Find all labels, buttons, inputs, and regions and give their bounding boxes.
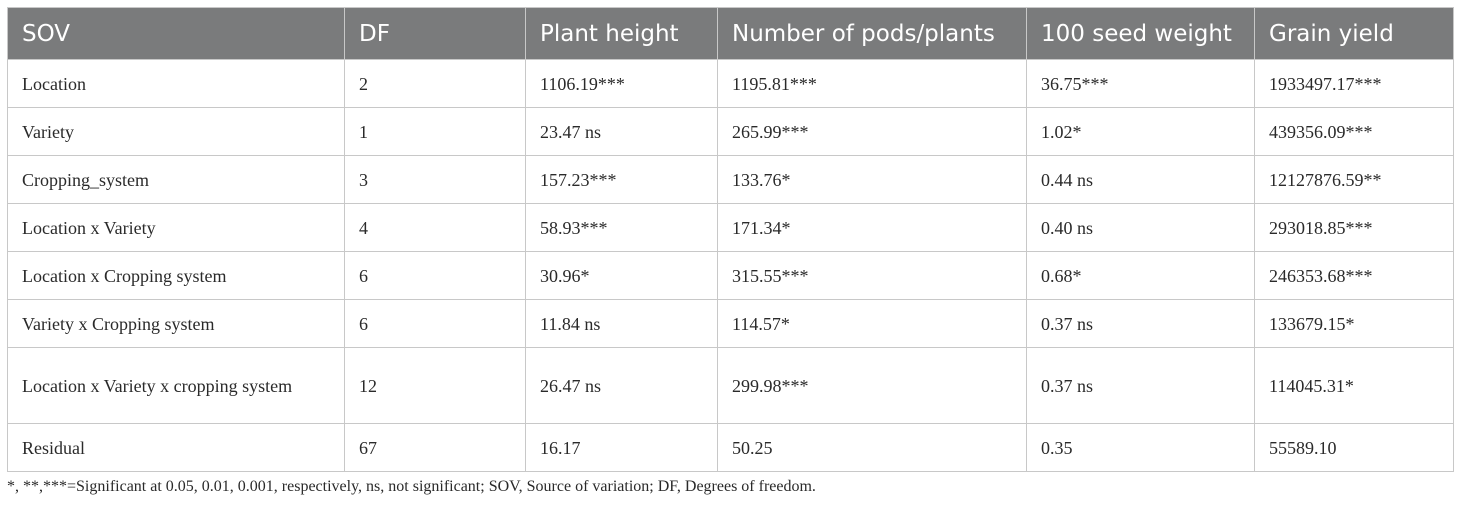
cell-grain-yield: 12127876.59** [1254,155,1454,204]
table-row: Residual 67 16.17 50.25 0.35 55589.10 [7,423,1454,472]
cell-number-of-pods: 50.25 [717,423,1027,472]
cell-number-of-pods: 315.55*** [717,251,1027,300]
cell-df: 6 [344,299,526,348]
cell-plant-height: 11.84 ns [525,299,718,348]
cell-plant-height: 16.17 [525,423,718,472]
cell-df: 3 [344,155,526,204]
header-100-seed-weight: 100 seed weight [1026,7,1255,60]
cell-100-seed-weight: 0.35 [1026,423,1255,472]
cell-100-seed-weight: 1.02* [1026,107,1255,156]
cell-df: 6 [344,251,526,300]
cell-number-of-pods: 171.34* [717,203,1027,252]
cell-plant-height: 23.47 ns [525,107,718,156]
table-row: Location x Variety x cropping system 12 … [7,347,1454,424]
cell-sov: Location x Variety [7,203,345,252]
cell-grain-yield: 439356.09*** [1254,107,1454,156]
header-number-of-pods: Number of pods/plants [717,7,1027,60]
anova-table: SOV DF Plant height Number of pods/plant… [7,7,1454,472]
cell-grain-yield: 1933497.17*** [1254,59,1454,108]
header-row: SOV DF Plant height Number of pods/plant… [7,7,1454,60]
table-row: Location 2 1106.19*** 1195.81*** 36.75**… [7,59,1454,108]
cell-plant-height: 30.96* [525,251,718,300]
cell-df: 4 [344,203,526,252]
table-row: Location x Cropping system 6 30.96* 315.… [7,251,1454,300]
table-footnote: *, **,***=Significant at 0.05, 0.01, 0.0… [7,478,816,495]
cell-100-seed-weight: 0.40 ns [1026,203,1255,252]
cell-number-of-pods: 299.98*** [717,347,1027,424]
cell-number-of-pods: 133.76* [717,155,1027,204]
header-sov: SOV [7,7,345,60]
table-row: Variety x Cropping system 6 11.84 ns 114… [7,299,1454,348]
cell-grain-yield: 133679.15* [1254,299,1454,348]
cell-sov: Location x Variety x cropping system [7,347,345,424]
cell-df: 2 [344,59,526,108]
cell-sov: Location [7,59,345,108]
cell-sov: Variety [7,107,345,156]
cell-df: 67 [344,423,526,472]
cell-number-of-pods: 265.99*** [717,107,1027,156]
anova-table-container: SOV DF Plant height Number of pods/plant… [7,7,1454,472]
cell-sov: Residual [7,423,345,472]
cell-sov: Cropping_system [7,155,345,204]
cell-plant-height: 1106.19*** [525,59,718,108]
cell-plant-height: 157.23*** [525,155,718,204]
table-row: Cropping_system 3 157.23*** 133.76* 0.44… [7,155,1454,204]
header-grain-yield: Grain yield [1254,7,1454,60]
table-row: Variety 1 23.47 ns 265.99*** 1.02* 43935… [7,107,1454,156]
table-row: Location x Variety 4 58.93*** 171.34* 0.… [7,203,1454,252]
cell-df: 1 [344,107,526,156]
header-plant-height: Plant height [525,7,718,60]
cell-plant-height: 58.93*** [525,203,718,252]
cell-number-of-pods: 114.57* [717,299,1027,348]
cell-grain-yield: 293018.85*** [1254,203,1454,252]
cell-100-seed-weight: 0.37 ns [1026,299,1255,348]
header-df: DF [344,7,526,60]
cell-plant-height: 26.47 ns [525,347,718,424]
cell-100-seed-weight: 0.37 ns [1026,347,1255,424]
cell-100-seed-weight: 0.44 ns [1026,155,1255,204]
cell-grain-yield: 114045.31* [1254,347,1454,424]
cell-df: 12 [344,347,526,424]
cell-number-of-pods: 1195.81*** [717,59,1027,108]
cell-grain-yield: 246353.68*** [1254,251,1454,300]
cell-100-seed-weight: 0.68* [1026,251,1255,300]
cell-sov: Location x Cropping system [7,251,345,300]
cell-100-seed-weight: 36.75*** [1026,59,1255,108]
cell-sov: Variety x Cropping system [7,299,345,348]
cell-grain-yield: 55589.10 [1254,423,1454,472]
